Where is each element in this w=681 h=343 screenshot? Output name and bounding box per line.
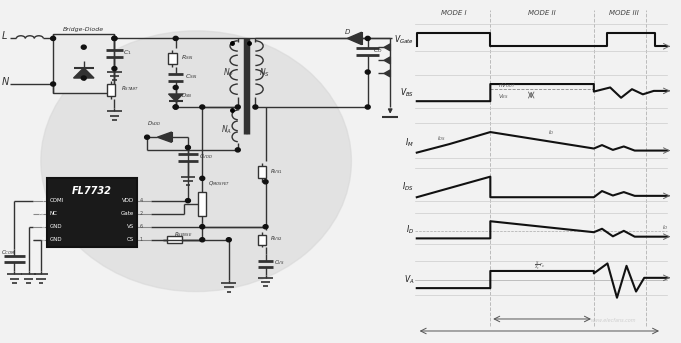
Text: $R_{SENSE}$: $R_{SENSE}$ [174, 230, 192, 238]
Text: COMI: COMI [50, 198, 64, 203]
Circle shape [144, 135, 150, 139]
Circle shape [200, 176, 205, 180]
Text: $C_{VS}$: $C_{VS}$ [274, 259, 285, 267]
Text: D: D [345, 29, 351, 35]
Text: $I_M$: $I_M$ [405, 136, 414, 149]
Circle shape [81, 76, 86, 80]
Circle shape [173, 105, 178, 109]
Text: $I_O$: $I_O$ [662, 223, 669, 232]
Circle shape [173, 36, 178, 40]
Text: $Q_{MOSFET}$: $Q_{MOSFET}$ [208, 179, 231, 188]
Circle shape [236, 105, 240, 109]
Text: MODE II: MODE II [528, 10, 556, 16]
Circle shape [112, 36, 117, 40]
Text: $N_S$: $N_S$ [259, 67, 270, 79]
Circle shape [112, 36, 117, 40]
Text: $\frac{S}{X_c}r_c$: $\frac{S}{X_c}r_c$ [534, 260, 545, 272]
Text: 7: 7 [42, 198, 45, 203]
Text: MODE I: MODE I [441, 10, 466, 16]
Text: $R_{START}$: $R_{START}$ [121, 84, 139, 93]
Polygon shape [157, 132, 172, 142]
Circle shape [173, 105, 178, 109]
Text: $V_{Gate}$: $V_{Gate}$ [394, 33, 414, 46]
Text: VS: VS [127, 224, 134, 229]
Text: $R_{VS1}$: $R_{VS1}$ [270, 167, 283, 176]
Text: MODE III: MODE III [609, 10, 639, 16]
Text: $I_D$: $I_D$ [406, 224, 414, 236]
Circle shape [185, 199, 191, 203]
Text: $C_{SN}$: $C_{SN}$ [185, 72, 197, 81]
Bar [258, 166, 266, 178]
Circle shape [112, 67, 117, 71]
Circle shape [41, 31, 351, 292]
Bar [47, 178, 137, 247]
Text: $D_{VDD}$: $D_{VDD}$ [147, 119, 161, 128]
Circle shape [81, 45, 86, 49]
Bar [258, 235, 266, 245]
Text: L: L [2, 32, 7, 42]
Circle shape [263, 180, 268, 184]
Text: $R_{VS2}$: $R_{VS2}$ [270, 234, 283, 243]
Text: VDD: VDD [122, 198, 134, 203]
Text: $nV_{OUT}$: $nV_{OUT}$ [498, 81, 516, 90]
Text: $C_1$: $C_1$ [123, 48, 132, 57]
Text: 8: 8 [42, 224, 45, 229]
Text: 2: 2 [140, 211, 143, 216]
Text: GND: GND [50, 237, 63, 242]
Text: x5: x5 [39, 211, 45, 216]
Bar [198, 192, 206, 216]
Circle shape [226, 238, 232, 242]
Bar [107, 84, 115, 96]
Text: NC: NC [50, 211, 58, 216]
Text: $C_O$: $C_O$ [373, 47, 382, 55]
Polygon shape [384, 57, 390, 64]
Text: $V_A$: $V_A$ [404, 273, 414, 286]
Circle shape [50, 82, 56, 86]
Text: www.elecfans.com: www.elecfans.com [590, 318, 635, 323]
Text: CS: CS [127, 237, 134, 242]
Circle shape [200, 225, 205, 229]
Text: FL7732: FL7732 [72, 186, 112, 196]
Text: Bridge-Diode: Bridge-Diode [63, 27, 104, 32]
Circle shape [200, 105, 205, 109]
Bar [168, 53, 176, 64]
Text: $I_{DS}$: $I_{DS}$ [402, 181, 414, 193]
Text: GND: GND [50, 224, 63, 229]
Text: $N_P$: $N_P$ [223, 67, 234, 79]
Text: $V_{BS}$: $V_{BS}$ [400, 86, 414, 99]
Text: 6: 6 [140, 224, 143, 229]
Bar [168, 236, 182, 243]
Polygon shape [168, 94, 183, 101]
Text: $I_D$: $I_D$ [548, 128, 554, 137]
Text: Gate: Gate [121, 211, 134, 216]
Circle shape [200, 238, 205, 242]
Circle shape [365, 70, 370, 74]
Text: $V_{BS}$: $V_{BS}$ [498, 93, 509, 101]
Circle shape [236, 148, 240, 152]
Polygon shape [347, 32, 362, 45]
Circle shape [365, 105, 370, 109]
Text: $R_{SN}$: $R_{SN}$ [180, 54, 193, 62]
Circle shape [263, 225, 268, 229]
Text: $I_{DS}$: $I_{DS}$ [437, 134, 446, 142]
Text: 1: 1 [140, 237, 143, 242]
Polygon shape [384, 44, 390, 51]
Circle shape [185, 145, 191, 150]
Circle shape [173, 85, 178, 90]
Text: N: N [2, 77, 10, 87]
Circle shape [253, 105, 258, 109]
Text: 4: 4 [140, 198, 143, 203]
Text: $C_{COM}$: $C_{COM}$ [1, 248, 16, 257]
Circle shape [365, 36, 370, 40]
Polygon shape [74, 68, 94, 78]
Text: $N_A$: $N_A$ [221, 123, 232, 135]
Text: $C_{VDD}$: $C_{VDD}$ [200, 153, 214, 161]
Text: 3: 3 [42, 237, 45, 242]
Circle shape [50, 36, 56, 40]
Bar [53, 34, 114, 93]
Polygon shape [384, 70, 390, 77]
Text: $D_{SN}$: $D_{SN}$ [180, 91, 192, 99]
